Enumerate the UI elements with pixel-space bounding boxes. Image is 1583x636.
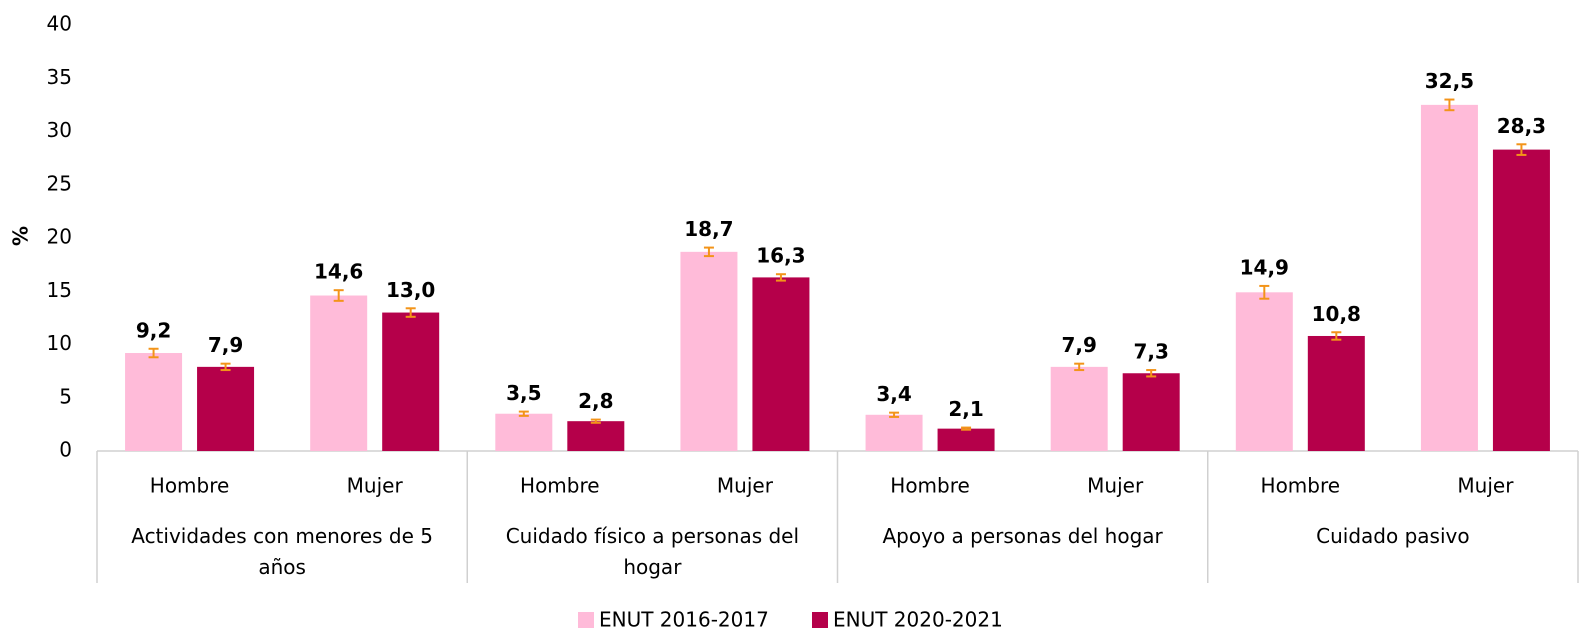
legend-label: ENUT 2020-2021 [833, 608, 1003, 632]
y-tick-label: 25 [47, 171, 72, 195]
data-label: 32,5 [1425, 69, 1474, 93]
y-tick-label: 20 [47, 225, 72, 249]
x-tick-label: Mujer [1457, 474, 1514, 498]
error-bar [1444, 98, 1455, 112]
bar [495, 413, 553, 451]
error-bar [703, 246, 714, 258]
bar [567, 421, 625, 451]
group-label: Apoyo a personas del hogar [882, 524, 1163, 548]
y-tick-label: 5 [59, 384, 72, 408]
group-label: Cuidado físico a personas del hogar [505, 524, 800, 579]
x-tick-label: Mujer [347, 474, 404, 498]
error-bar [775, 273, 786, 282]
error-bar [405, 307, 416, 318]
error-bar [1074, 362, 1085, 372]
x-tick-label: Hombre [520, 474, 600, 498]
error-bar [518, 410, 529, 417]
x-tick-label: Hombre [150, 474, 230, 498]
x-tick-label: Mujer [717, 474, 774, 498]
bar [197, 366, 255, 451]
error-bar [1516, 143, 1527, 156]
group-label: Actividades con menores de 5 años [131, 524, 433, 579]
y-tick-label: 0 [59, 438, 72, 462]
data-label: 2,8 [578, 389, 613, 413]
legend-label: ENUT 2016-2017 [599, 608, 769, 632]
bar [680, 251, 738, 451]
bar [1492, 149, 1550, 452]
legend-swatch [812, 612, 828, 628]
bar [752, 277, 810, 451]
legend-swatch [578, 612, 594, 628]
error-bar [1331, 331, 1342, 341]
bar [1050, 366, 1108, 451]
bar [937, 428, 995, 451]
bar [865, 414, 923, 451]
error-bar [333, 289, 344, 302]
data-label: 14,6 [314, 260, 363, 284]
error-bar [220, 362, 231, 372]
y-tick-label: 15 [47, 278, 72, 302]
data-label: 7,9 [208, 333, 243, 357]
bar [382, 312, 440, 451]
data-label: 14,9 [1240, 255, 1289, 279]
data-label: 28,3 [1497, 114, 1546, 138]
bar [310, 295, 368, 451]
bar [125, 353, 183, 451]
y-tick-label: 35 [47, 65, 72, 89]
data-label: 9,2 [136, 318, 171, 342]
x-tick-label: Mujer [1087, 474, 1144, 498]
data-label: 13,0 [386, 278, 435, 302]
bar [1307, 335, 1365, 451]
bar [1420, 104, 1478, 451]
y-tick-label: 10 [47, 331, 72, 355]
data-label: 18,7 [684, 217, 733, 241]
error-bar [961, 426, 972, 431]
error-bar [590, 418, 601, 424]
data-label: 3,5 [506, 381, 541, 405]
bar [1122, 373, 1180, 451]
bar [1235, 292, 1293, 451]
group-label: Cuidado pasivo [1316, 524, 1470, 548]
data-label: 2,1 [948, 397, 983, 421]
x-tick-label: Hombre [890, 474, 970, 498]
error-bar [1259, 284, 1270, 300]
data-label: 7,9 [1061, 333, 1096, 357]
error-bar [148, 347, 159, 359]
y-axis-label: % [9, 226, 33, 246]
error-bar [889, 411, 900, 418]
x-tick-label: Hombre [1261, 474, 1341, 498]
data-label: 7,3 [1133, 340, 1168, 364]
data-label: 3,4 [876, 382, 911, 406]
y-tick-label: 30 [47, 118, 72, 142]
error-bar [1146, 369, 1157, 378]
data-label: 16,3 [756, 244, 805, 268]
data-label: 10,8 [1312, 302, 1361, 326]
y-tick-label: 40 [47, 12, 72, 36]
